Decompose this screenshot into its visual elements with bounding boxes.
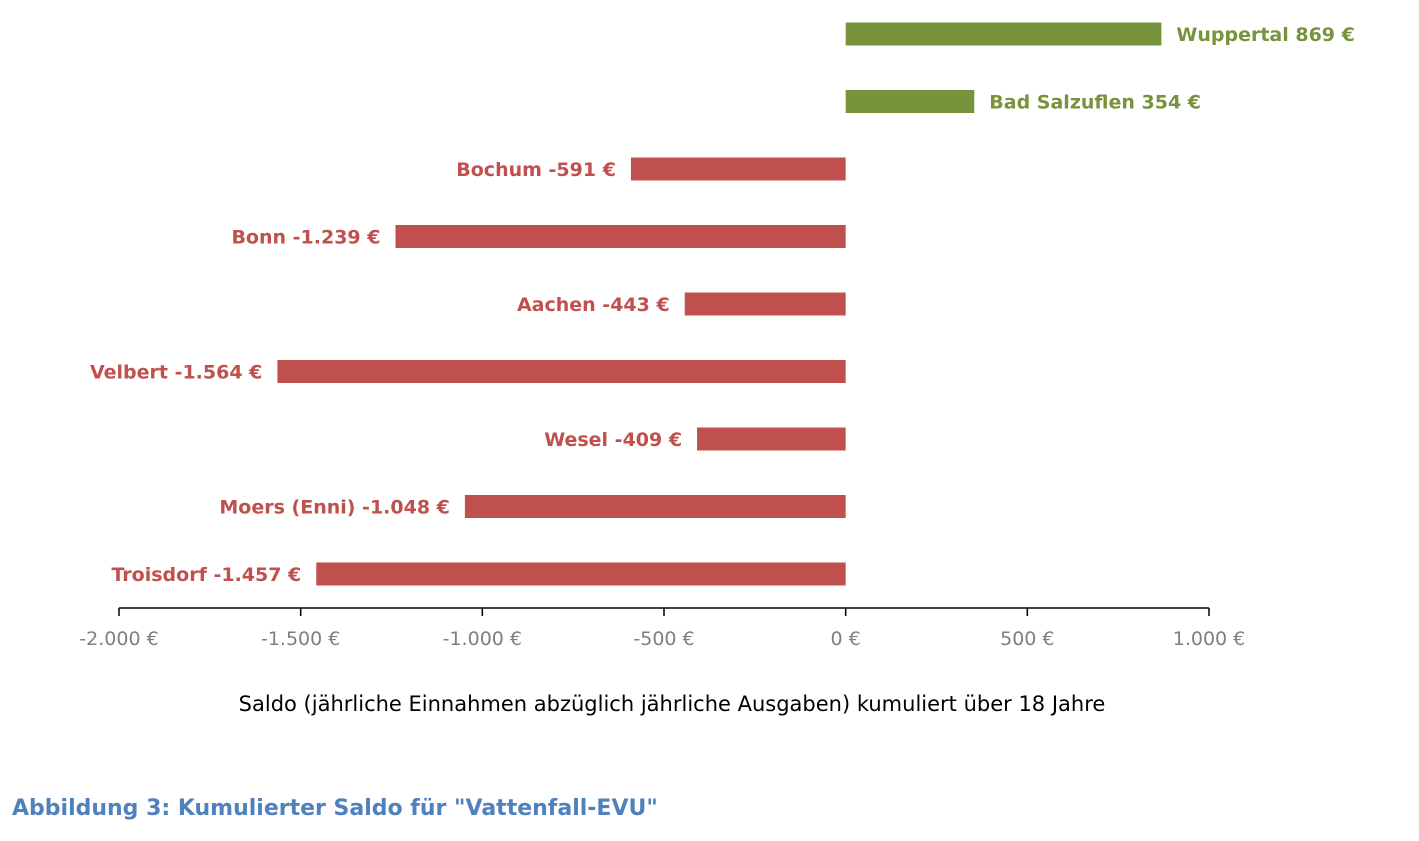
bar-velbert [277,360,846,383]
bar-wesel [697,427,846,451]
data-label: Wuppertal 869 € [1176,24,1354,46]
x-axis: -2.000 € -1.500 € -1.000 € -500 € 0 € 500 € 1.… [79,607,1246,650]
bar-moers-enni [464,495,846,518]
x-tick-label: -1.500 € [261,628,340,650]
bar-troisdorf [316,562,846,586]
data-label: Moers (Enni) -1.048 € [219,497,450,519]
x-axis-title: Saldo (jährliche Einnahmen abzüglich jäh… [239,692,1106,716]
data-label: Wesel -409 € [544,429,682,451]
x-tick-label: -500 € [633,628,694,650]
bar-wuppertal [845,22,1162,46]
bar-bad-salzuflen [845,90,975,113]
x-tick-label: 0 € [831,628,861,650]
x-tick-label: -2.000 € [79,628,158,650]
saldo-bar-chart: Wuppertal 869 € Bad Salzuflen 354 € Bochum… [79,22,1355,716]
data-label: Bochum -591 € [456,159,616,181]
x-tick-label: 1.000 € [1173,628,1246,650]
data-label: Velbert -1.564 € [90,362,262,384]
bar-aachen [684,292,846,316]
data-label: Troisdorf -1.457 € [111,564,301,586]
data-label: Bonn -1.239 € [231,227,380,249]
bars-group [277,22,1162,586]
x-tick-label: 500 € [1000,628,1054,650]
figure-caption: Abbildung 3: Kumulierter Saldo für "Vatt… [12,796,658,821]
x-tick-label: -1.000 € [443,628,522,650]
bar-labels-group: Wuppertal 869 € Bad Salzuflen 354 € Bochum… [90,24,1355,586]
bar-bochum [630,157,846,181]
bar-bonn [395,225,846,248]
data-label: Aachen -443 € [517,294,670,316]
data-label: Bad Salzuflen 354 € [989,92,1201,114]
